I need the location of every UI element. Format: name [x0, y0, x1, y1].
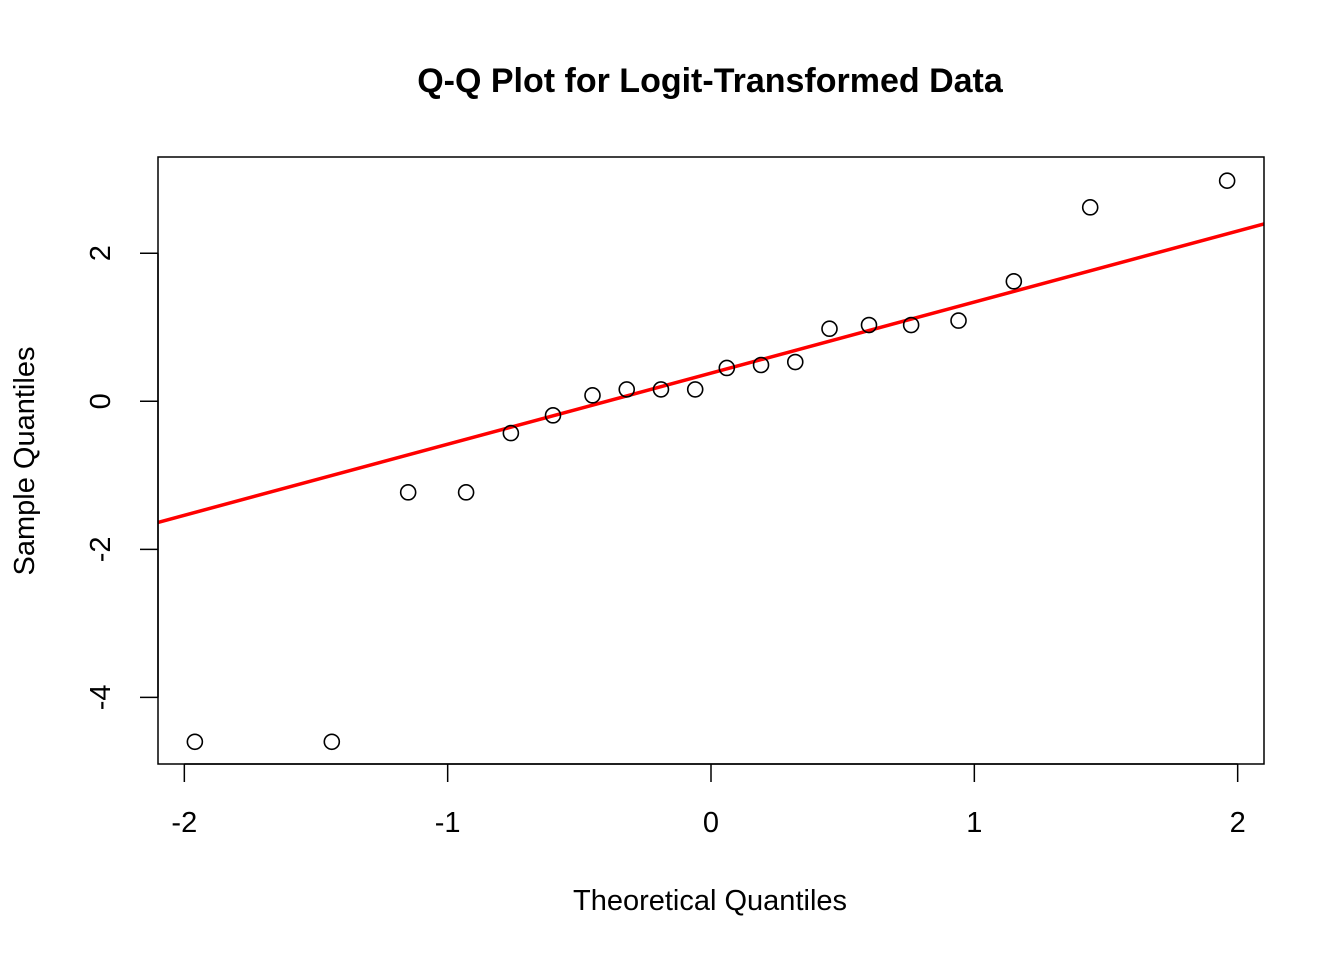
data-point: [1218, 172, 1236, 189]
x-axis: -2 -1 0 1 2: [171, 763, 1246, 839]
data-point: [950, 312, 967, 329]
data-point: [1005, 273, 1023, 290]
data-point: [584, 387, 601, 404]
data-point: [618, 381, 636, 398]
data-point: [902, 316, 920, 334]
data-point: [686, 381, 704, 398]
data-point: [786, 353, 804, 371]
y-axis: -4 -2 0 2: [85, 245, 159, 710]
data-point: [860, 316, 878, 334]
data-point: [186, 733, 204, 751]
y-tick-label: 2: [85, 245, 117, 261]
x-tick-label: 2: [1230, 807, 1246, 839]
x-tick-label: 1: [966, 807, 982, 839]
data-point: [323, 733, 341, 751]
y-tick-label: -2: [85, 536, 117, 562]
data-point: [718, 359, 736, 377]
qq-reference-line: [158, 222, 1264, 525]
data-point: [652, 381, 670, 398]
x-tick-label: -2: [171, 807, 197, 839]
data-point: [502, 424, 520, 442]
plot-frame: [157, 156, 1265, 765]
x-axis-label: Theoretical Quantiles: [573, 885, 847, 917]
data-point: [752, 356, 770, 374]
x-tick-label: 0: [703, 807, 719, 839]
y-axis-label: Sample Quantiles: [9, 347, 41, 576]
data-point: [457, 484, 475, 501]
chart-title: Q-Q Plot for Logit-Transformed Data: [417, 62, 1004, 100]
data-point: [821, 320, 838, 338]
data-point: [1081, 199, 1099, 216]
plot-area: [158, 172, 1264, 751]
y-tick-label: -4: [85, 684, 117, 710]
data-point: [399, 484, 417, 501]
data-point: [544, 407, 562, 424]
y-tick-label: 0: [85, 393, 117, 409]
x-tick-label: -1: [435, 807, 461, 839]
